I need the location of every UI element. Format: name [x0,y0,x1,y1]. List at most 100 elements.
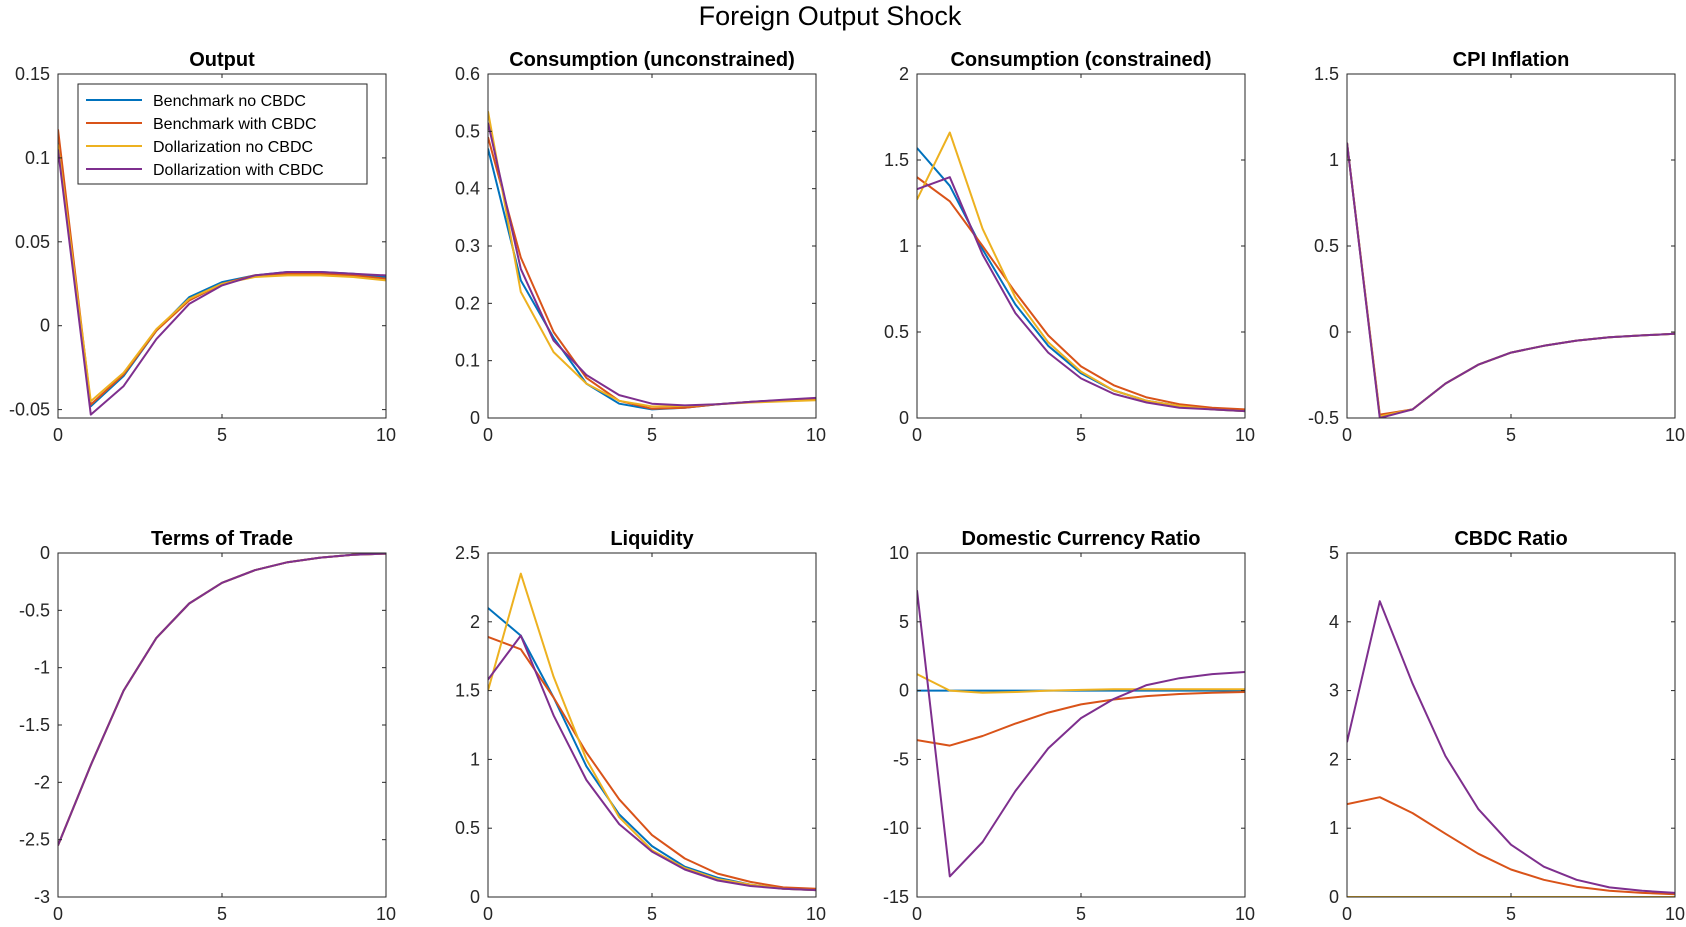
series-line-liquidity-benchmark-with-cbdc [488,635,816,890]
y-tick-label-cpi-inflation: 0 [1329,322,1339,342]
x-tick-label-terms-of-trade: 10 [376,904,396,924]
y-tick-label-terms-of-trade: 0 [40,543,50,563]
y-tick-label-consumption-constrained: 0.5 [884,322,909,342]
series-line-cbdc-ratio-dollarization-with-cbdc [1347,600,1675,894]
y-tick-label-terms-of-trade: -2.5 [19,830,50,850]
x-tick-label-consumption-constrained: 10 [1235,425,1255,445]
y-tick-label-domestic-currency-ratio: -15 [883,887,909,907]
x-tick-label-terms-of-trade: 5 [217,904,227,924]
y-tick-label-domestic-currency-ratio: 5 [899,612,909,632]
x-tick-label-liquidity: 0 [483,904,493,924]
legend-label-benchmark-no-cbdc: Benchmark no CBDC [153,93,306,110]
series-line-terms-of-trade-dollarization-with-cbdc [58,553,386,846]
x-tick-label-liquidity: 5 [647,904,657,924]
y-tick-label-cbdc-ratio: 1 [1329,818,1339,838]
series-line-output-dollarization-no-cbdc [58,144,386,403]
y-tick-label-liquidity: 0 [470,887,480,907]
x-tick-label-consumption-constrained: 0 [912,425,922,445]
x-tick-label-consumption-unconstrained: 5 [647,425,657,445]
y-tick-label-output: 0.1 [25,148,50,168]
y-tick-label-consumption-constrained: 1.5 [884,150,909,170]
y-tick-label-consumption-unconstrained: 0.4 [455,179,480,199]
x-tick-label-domestic-currency-ratio: 0 [912,904,922,924]
series-line-cbdc-ratio-benchmark-with-cbdc [1347,796,1675,896]
legend-label-benchmark-with-cbdc: Benchmark with CBDC [153,116,317,133]
x-tick-label-domestic-currency-ratio: 10 [1235,904,1255,924]
y-tick-label-domestic-currency-ratio: 0 [899,681,909,701]
x-tick-label-cpi-inflation: 0 [1342,425,1352,445]
legend-label-dollarization-with-cbdc: Dollarization with CBDC [153,162,324,179]
panel-consumption-constrained: Consumption (constrained) 0 5 10 0 0.5 1 1.5 2 [884,49,1255,445]
y-tick-label-liquidity: 2.5 [455,543,480,563]
panel-title-output: Output [189,49,255,71]
x-tick-label-consumption-unconstrained: 10 [806,425,826,445]
y-tick-label-cpi-inflation: 1 [1329,150,1339,170]
y-tick-label-output: 0.05 [15,232,50,252]
series-line-output-dollarization-with-cbdc [58,149,386,416]
series-line-consumption-constrained-dollarization-no-cbdc [917,131,1245,413]
y-tick-label-cpi-inflation: 0.5 [1314,236,1339,256]
x-tick-label-cpi-inflation: 5 [1506,425,1516,445]
series-line-consumption-unconstrained-dollarization-with-cbdc [488,122,816,407]
panel-title-terms-of-trade: Terms of Trade [151,528,293,550]
legend-label-dollarization-no-cbdc: Dollarization no CBDC [153,139,313,156]
x-tick-label-cbdc-ratio: 10 [1665,904,1685,924]
x-tick-label-consumption-unconstrained: 0 [483,425,493,445]
series-line-domestic-currency-ratio-benchmark-with-cbdc [917,691,1245,747]
panel-consumption-unconstrained: Consumption (unconstrained) 0 5 10 0 0.1 0.2 0.… [455,49,826,445]
series-line-cpi-inflation-dollarization-with-cbdc [1347,142,1675,418]
panel-domestic-currency-ratio: Domestic Currency Ratio 0 5 10 -15 -10 -5 0 5 10 [883,528,1255,924]
y-tick-label-cbdc-ratio: 2 [1329,749,1339,769]
x-tick-label-terms-of-trade: 0 [53,904,63,924]
panel-title-domestic-currency-ratio: Domestic Currency Ratio [962,528,1201,550]
y-tick-label-consumption-unconstrained: 0.1 [455,351,480,371]
panel-title-liquidity: Liquidity [610,528,694,550]
x-tick-label-domestic-currency-ratio: 5 [1076,904,1086,924]
series-line-liquidity-dollarization-with-cbdc [488,634,816,892]
y-tick-label-consumption-unconstrained: 0 [470,408,480,428]
x-tick-label-cbdc-ratio: 0 [1342,904,1352,924]
figure-title: Foreign Output Shock [699,1,962,31]
y-tick-label-domestic-currency-ratio: -10 [883,818,909,838]
y-tick-label-liquidity: 1.5 [455,681,480,701]
y-tick-label-terms-of-trade: -0.5 [19,600,50,620]
y-tick-label-cbdc-ratio: 0 [1329,887,1339,907]
panel-title-cpi-inflation: CPI Inflation [1453,49,1570,71]
x-tick-label-consumption-constrained: 5 [1076,425,1086,445]
y-tick-label-terms-of-trade: -1 [34,658,50,678]
y-tick-label-consumption-constrained: 1 [899,236,909,256]
panel-title-cbdc-ratio: CBDC Ratio [1454,528,1567,550]
y-tick-label-cbdc-ratio: 5 [1329,543,1339,563]
y-tick-label-output: 0.15 [15,64,50,84]
y-tick-label-cbdc-ratio: 4 [1329,612,1339,632]
y-tick-label-consumption-unconstrained: 0.3 [455,236,480,256]
x-tick-label-liquidity: 10 [806,904,826,924]
y-tick-label-output: -0.05 [9,400,50,420]
y-tick-label-terms-of-trade: -3 [34,887,50,907]
y-tick-label-consumption-unconstrained: 0.2 [455,293,480,313]
x-tick-label-output: 5 [217,425,227,445]
y-tick-label-liquidity: 0.5 [455,818,480,838]
y-tick-label-cbdc-ratio: 3 [1329,681,1339,701]
panel-title-consumption-constrained: Consumption (constrained) [950,49,1211,71]
series-line-consumption-constrained-dollarization-with-cbdc [917,176,1245,413]
panel-cbdc-ratio: CBDC Ratio 0 5 10 0 1 2 3 4 5 [1329,528,1685,924]
y-tick-label-consumption-unconstrained: 0.5 [455,121,480,141]
y-tick-label-consumption-unconstrained: 0.6 [455,64,480,84]
y-tick-label-consumption-constrained: 0 [899,408,909,428]
panel-liquidity: Liquidity 0 5 10 0 0.5 1 1.5 2 2.5 [455,528,826,924]
series-line-domestic-currency-ratio-dollarization-with-cbdc [917,590,1245,878]
y-tick-label-terms-of-trade: -2 [34,772,50,792]
y-tick-label-domestic-currency-ratio: 10 [889,543,909,563]
y-tick-label-domestic-currency-ratio: -5 [893,749,909,769]
x-tick-label-output: 0 [53,425,63,445]
y-tick-label-consumption-constrained: 2 [899,64,909,84]
y-tick-label-cpi-inflation: 1.5 [1314,64,1339,84]
panel-title-consumption-unconstrained: Consumption (unconstrained) [509,49,795,71]
panel-terms-of-trade: Terms of Trade 0 5 10 -3 -2.5 -2 -1.5 -1 -0.5 0 [19,528,396,924]
y-tick-label-liquidity: 2 [470,612,480,632]
